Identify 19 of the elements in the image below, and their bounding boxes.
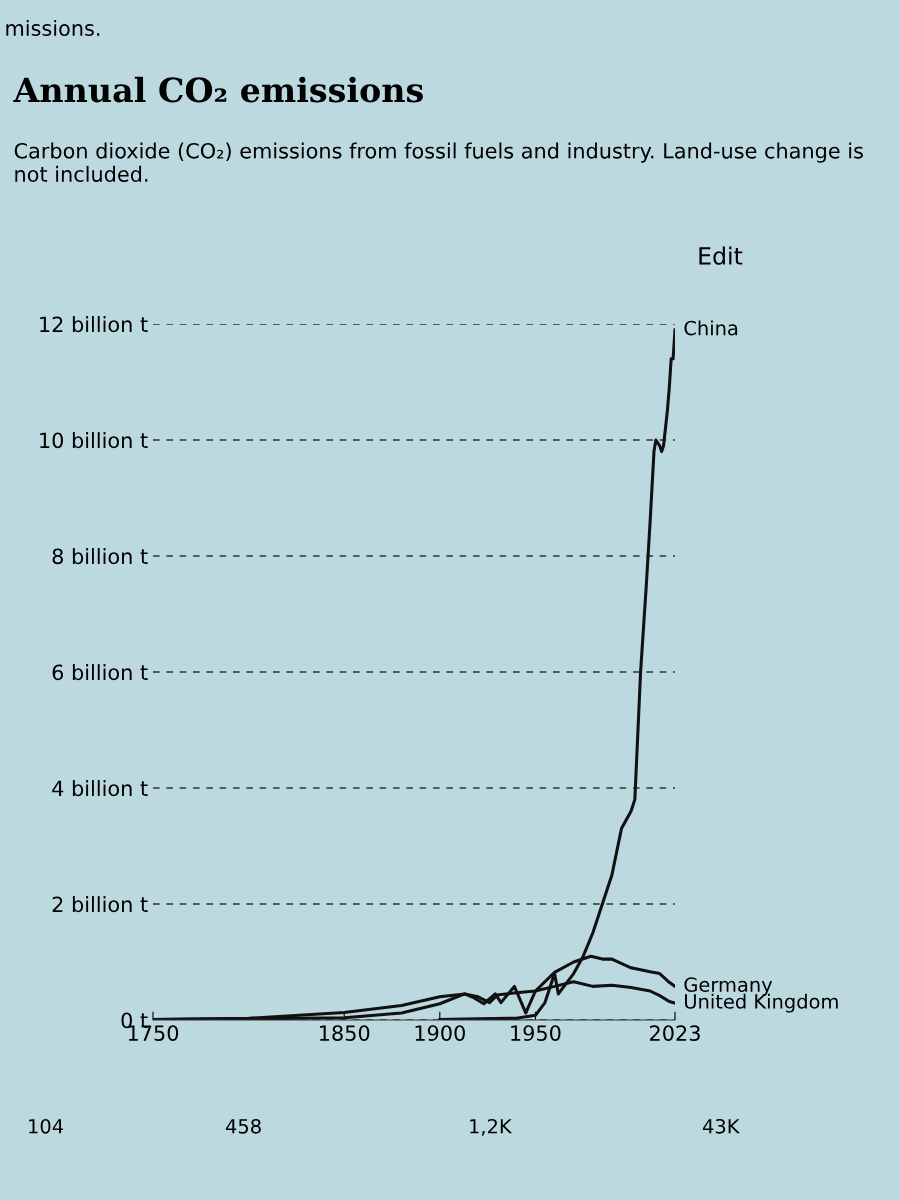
x-tick-label: 1900: [415, 1025, 465, 1041]
chart-title: Annual CO₂ emissions: [13, 76, 423, 103]
text: 43K: [702, 1118, 740, 1134]
text: 104: [29, 1118, 64, 1134]
x-tick-label: 1850: [319, 1025, 370, 1041]
y-tick-label: 6 billion t: [52, 664, 148, 681]
chart-subtitle: Carbon dioxide (CO₂) emissions from fossil fuels and industry. Land-use change is not included.: [14, 142, 863, 182]
y-tick-label: 10 billion t: [40, 432, 148, 449]
series-label: China: [684, 320, 738, 336]
x-tick-label: 2023: [650, 1025, 700, 1041]
y-tick-label: 8 billion t: [52, 548, 148, 565]
text: missions.: [6, 19, 100, 37]
y-tick-label: 12 billion t: [40, 316, 148, 333]
text: Edit: [699, 246, 743, 265]
text: 1,2K: [470, 1118, 513, 1136]
y-tick-label: 2 billion t: [52, 896, 148, 913]
y-tick-label: 4 billion t: [52, 780, 148, 797]
x-tick-label: 1950: [511, 1025, 561, 1041]
text: 458: [225, 1118, 261, 1134]
